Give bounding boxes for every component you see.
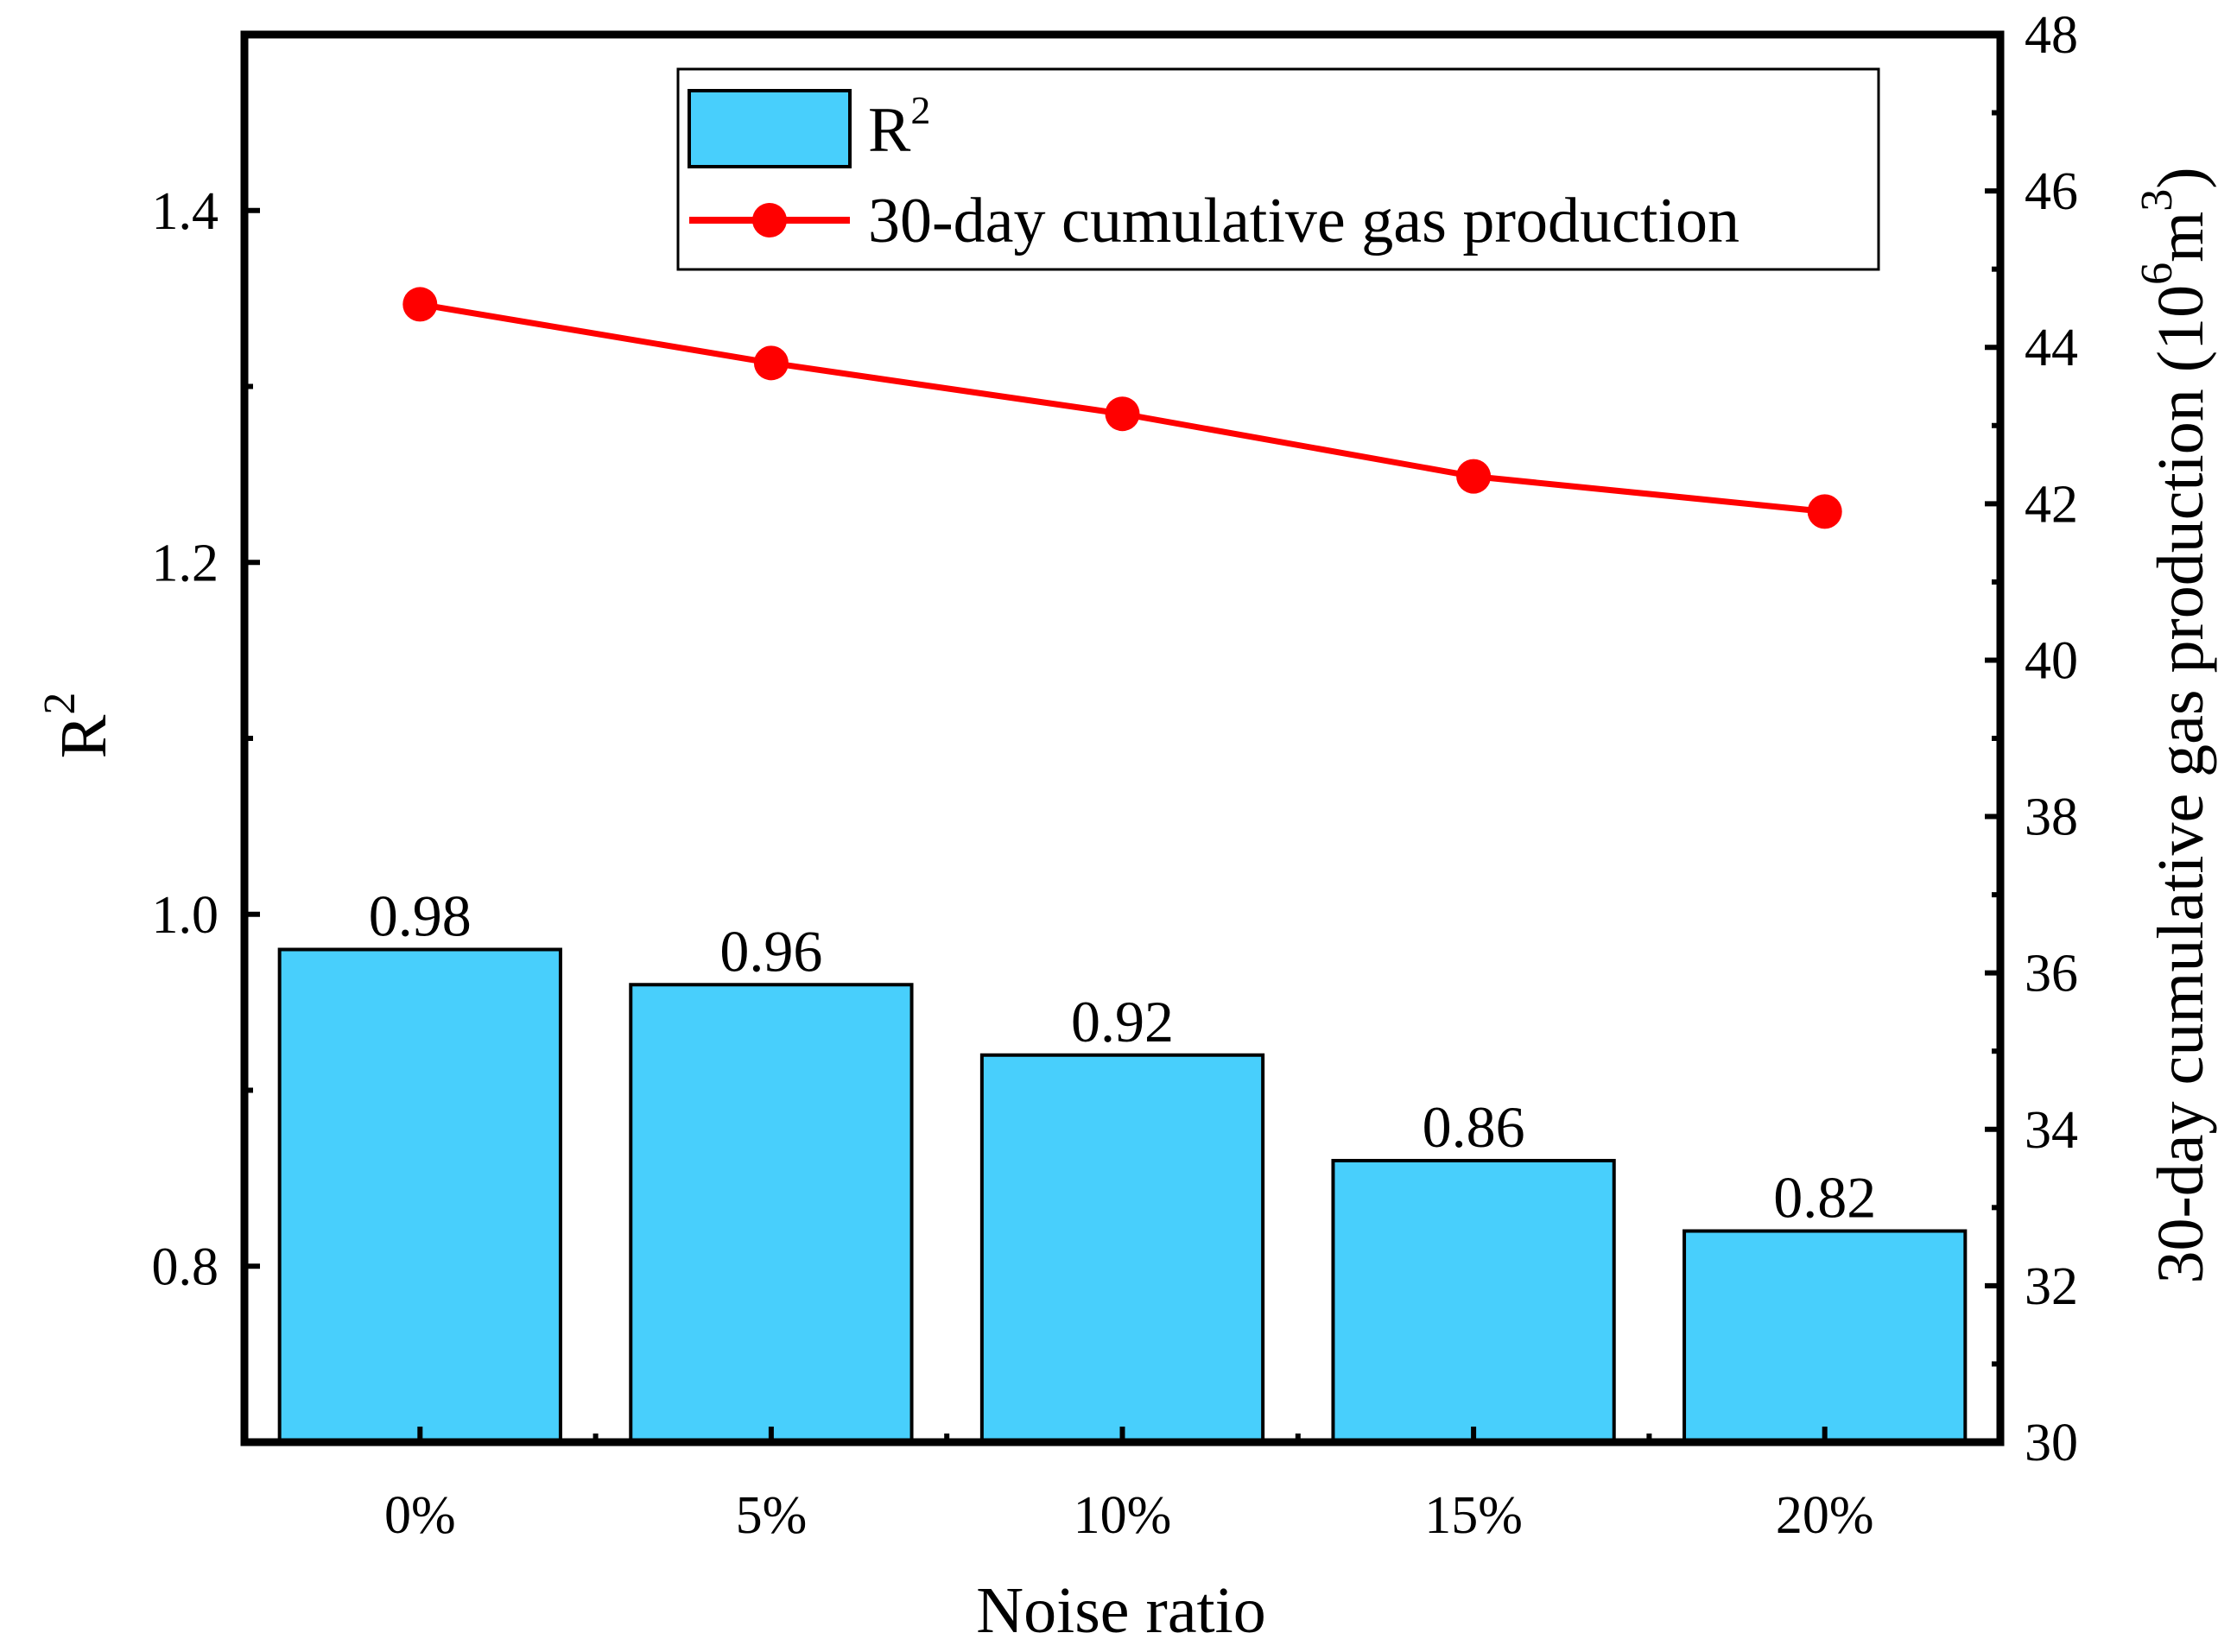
x-tick-label: 15% (1424, 1486, 1523, 1545)
y2-tick-label: 40 (2025, 631, 2078, 690)
axes-layer: 0.8 1.0 1.2 1.4 30 32 34 36 38 40 42 44 46 48 0% 5% 10% 1… (152, 6, 2079, 1545)
gas-production-point-4 (1807, 494, 1842, 529)
legend: R2 30-day cumulative gas production (676, 67, 1880, 271)
x-tick-label: 10% (1074, 1486, 1172, 1545)
gas-production-point-3 (1456, 459, 1492, 494)
legend-box (676, 67, 1880, 271)
legend-label-gas: 30-day cumulative gas production (868, 186, 1740, 256)
bar-data-label-1: 0.96 (719, 918, 822, 984)
bar-2 (979, 1053, 1265, 1444)
y2-tick-label: 30 (2025, 1414, 2078, 1472)
bar-data-label-3: 0.86 (1423, 1094, 1525, 1160)
y-axis-title: R2 (35, 693, 120, 759)
y2-tick-label: 36 (2025, 945, 2078, 1003)
legend-swatch-marker (752, 203, 787, 237)
x-tick-label: 0% (384, 1486, 456, 1545)
y2-tick-label: 38 (2025, 788, 2078, 847)
legend-label-r2: R2 (868, 88, 930, 166)
bar-1 (629, 983, 914, 1444)
y2-axis-title: 30-day cumulative gas production (106m3) (2132, 167, 2217, 1283)
bar-data-label-4: 0.82 (1773, 1165, 1876, 1231)
y-tick-label: 1.0 (152, 886, 219, 945)
bar-0 (277, 947, 562, 1444)
gas-production-point-2 (1105, 396, 1140, 432)
gas-production-point-1 (753, 345, 789, 381)
bar-4 (1683, 1229, 1968, 1444)
y2-tick-label: 46 (2025, 162, 2078, 221)
gas-production-point-0 (402, 287, 438, 322)
bars-layer: 0.98 0.96 0.92 0.86 0.82 (277, 883, 1968, 1444)
y-tick-label: 1.2 (152, 534, 219, 592)
y-tick-label: 1.4 (152, 182, 219, 241)
y2-tick-label: 48 (2025, 6, 2078, 65)
legend-swatch-bar (688, 89, 852, 168)
x-axis-title: Noise ratio (976, 1574, 1266, 1647)
bar-data-label-2: 0.92 (1071, 989, 1174, 1054)
y2-tick-label: 44 (2025, 319, 2078, 377)
y-tick-label: 0.8 (152, 1237, 219, 1296)
line-layer (402, 287, 1842, 529)
y2-tick-label: 42 (2025, 475, 2078, 534)
bar-3 (1331, 1159, 1616, 1444)
y2-tick-label: 32 (2025, 1257, 2078, 1316)
y2-tick-label: 34 (2025, 1101, 2078, 1160)
bar-data-label-0: 0.98 (369, 883, 472, 949)
x-tick-label: 20% (1776, 1486, 1874, 1545)
x-tick-label: 5% (736, 1486, 808, 1545)
